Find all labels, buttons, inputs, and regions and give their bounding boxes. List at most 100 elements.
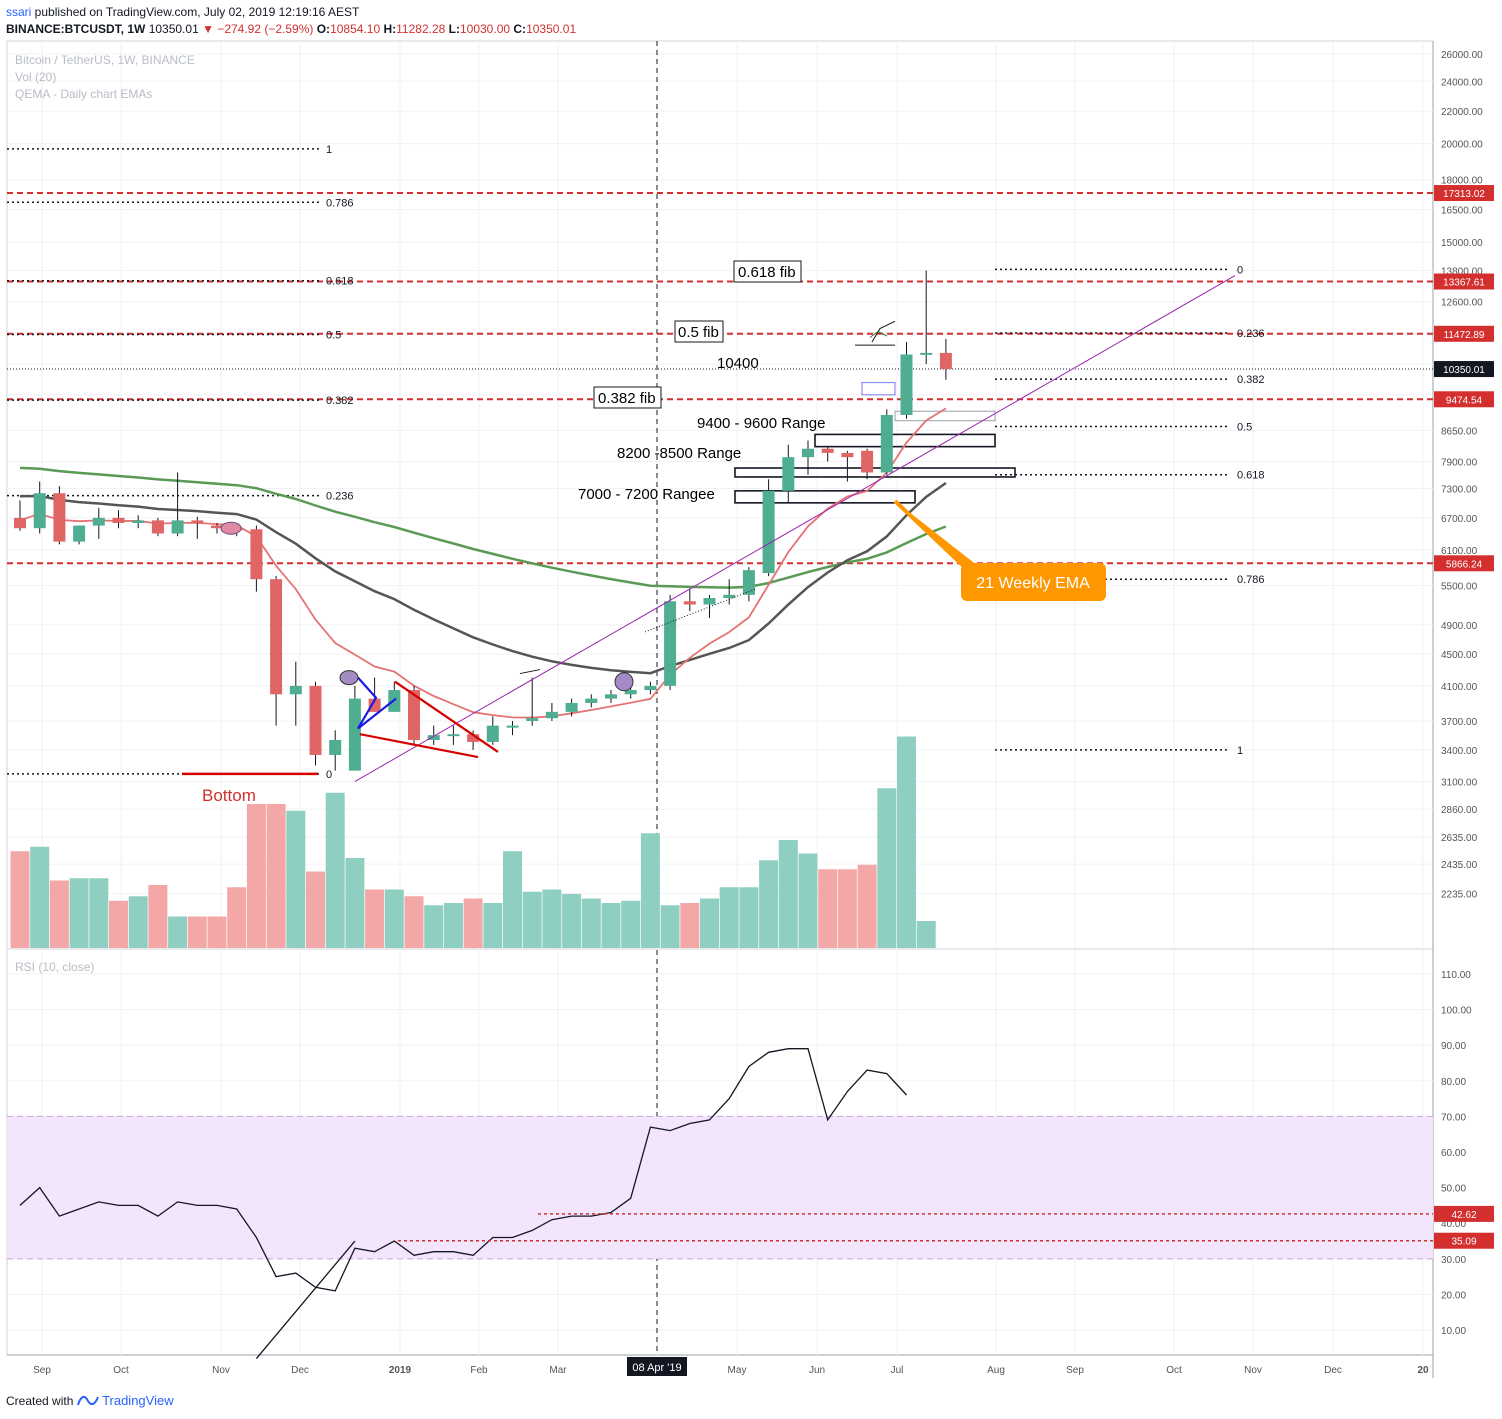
volume-bar: [325, 792, 345, 948]
rsi-tick-label: 80.00: [1441, 1077, 1466, 1088]
volume-bar: [148, 885, 168, 948]
candle-body: [112, 517, 125, 523]
price-level-tag-text: 17313.02: [1443, 189, 1485, 200]
volume-bar: [345, 858, 365, 948]
time-tick-label: Dec: [1324, 1365, 1342, 1376]
candle-body: [664, 601, 677, 686]
created-with: Created with: [6, 1394, 74, 1408]
candle-body: [368, 698, 381, 712]
candle-body: [467, 734, 480, 742]
candle-body: [526, 718, 539, 721]
fib-right-label: 0: [1237, 264, 1243, 276]
volume-bar: [916, 921, 936, 948]
candle-body: [802, 448, 814, 458]
candle-body: [270, 579, 283, 695]
low-label: L:: [448, 22, 460, 36]
candle-body: [171, 520, 184, 534]
rsi-line: [19, 1048, 1433, 1359]
volume-bar: [621, 900, 641, 948]
price-level-tag-bg: [1434, 555, 1494, 572]
range-box: [814, 433, 996, 448]
rsi-tick-label: 30.00: [1441, 1255, 1466, 1266]
price-tick-label: 20000.00: [1441, 140, 1483, 151]
fib-left-label: 0.382: [326, 395, 354, 407]
rsi-tick-label: 20.00: [1441, 1290, 1466, 1301]
volume-bar: [739, 887, 759, 948]
candle-body: [723, 594, 736, 599]
blue-flag: [357, 676, 397, 730]
time-tick-label: Sep: [1066, 1365, 1084, 1376]
tradingview-link[interactable]: TradingView: [102, 1393, 174, 1408]
range-box: [894, 410, 996, 422]
time-tick-label: Nov: [212, 1365, 230, 1376]
author-link[interactable]: ssari: [6, 5, 32, 19]
pitch-line: [871, 320, 896, 343]
rsi-band-fill: [7, 1116, 1433, 1259]
volume-bar: [522, 891, 542, 948]
annotation-range-9400: 9400 - 9600 Range: [697, 415, 825, 432]
fib-right-label: 0.236: [1237, 328, 1265, 340]
candle-body: [33, 493, 46, 529]
rsi-tick-label: 110.00: [1441, 970, 1471, 981]
price-level-tag: 9474.54: [1434, 391, 1494, 408]
volume-bar: [128, 896, 148, 948]
candle-body: [585, 698, 598, 703]
price-tick-label: 4100.00: [1441, 682, 1478, 693]
legend-title: Bitcoin / TetherUS, 1W, BINANCE: [15, 53, 195, 67]
last-price-tag-bg: [1434, 361, 1494, 378]
candle-body: [408, 690, 420, 740]
candle-body: [151, 520, 164, 534]
volume-bar: [266, 804, 286, 948]
range-box: [734, 467, 1016, 478]
footer: Created with TradingView: [6, 1393, 174, 1408]
volume-bar: [10, 851, 30, 948]
fib-left-label: 0: [326, 769, 332, 781]
fib-left-label: 0.236: [326, 491, 354, 503]
volume-bar: [443, 903, 463, 948]
rsi-level-tag-bg: [1434, 1232, 1494, 1249]
time-tick-label: Nov: [1244, 1365, 1262, 1376]
legend-ema: QEMA - Daily chart EMAs: [15, 87, 152, 101]
publish-text: published on TradingView.com, July 02, 2…: [31, 5, 360, 19]
drawings: [182, 275, 1236, 782]
rsi-trend-line: [255, 1240, 356, 1359]
time-tick-label: Oct: [1166, 1365, 1182, 1376]
volume-bar: [463, 898, 483, 948]
price-level-tag-text: 11472.89: [1444, 330, 1485, 341]
ema-callout-text: 21 Weekly EMA: [976, 575, 1090, 592]
price-level-tag: 17313.02: [1434, 185, 1494, 202]
annotation-05-fib: 0.5 fib: [674, 320, 724, 343]
legend-rsi: RSI (10, close): [15, 960, 94, 974]
price-tick-label: 2635.00: [1441, 833, 1478, 844]
time-axis: SepOctNovDec2019FebMarAprMayJunJulAugSep…: [33, 1365, 1429, 1376]
price-tick-label: 12600.00: [1441, 298, 1483, 309]
fib-right-label: 0.786: [1237, 574, 1265, 586]
price-tick-label: 4900.00: [1441, 621, 1478, 632]
candle-body: [880, 414, 893, 473]
volume-bar: [187, 916, 207, 948]
time-tick-label: May: [728, 1365, 747, 1376]
volume-bar: [640, 833, 660, 948]
candle-body: [289, 685, 302, 695]
volume-bar: [798, 853, 818, 948]
volume-bar: [837, 869, 857, 948]
candle-body: [703, 598, 716, 605]
time-tick-label: Sep: [33, 1365, 51, 1376]
volume-bar: [49, 880, 69, 948]
last-price-tag-text: 10350.01: [1443, 365, 1485, 376]
volume-bar: [424, 905, 444, 948]
volume-bar: [719, 887, 739, 948]
candle-body: [132, 520, 145, 523]
time-tick-label: Dec: [291, 1365, 309, 1376]
price-tick-label: 16500.00: [1441, 205, 1483, 216]
pitch-line: [519, 669, 541, 675]
candle-body: [309, 685, 322, 755]
rsi-level-tag-text: 35.09: [1451, 1237, 1476, 1248]
price-tick-label: 7900.00: [1441, 457, 1478, 468]
rsi-path: [19, 1048, 907, 1292]
volume-bar: [877, 788, 897, 948]
volume-bar: [778, 840, 798, 948]
volume-bar: [818, 869, 838, 948]
candle-body: [939, 352, 952, 370]
